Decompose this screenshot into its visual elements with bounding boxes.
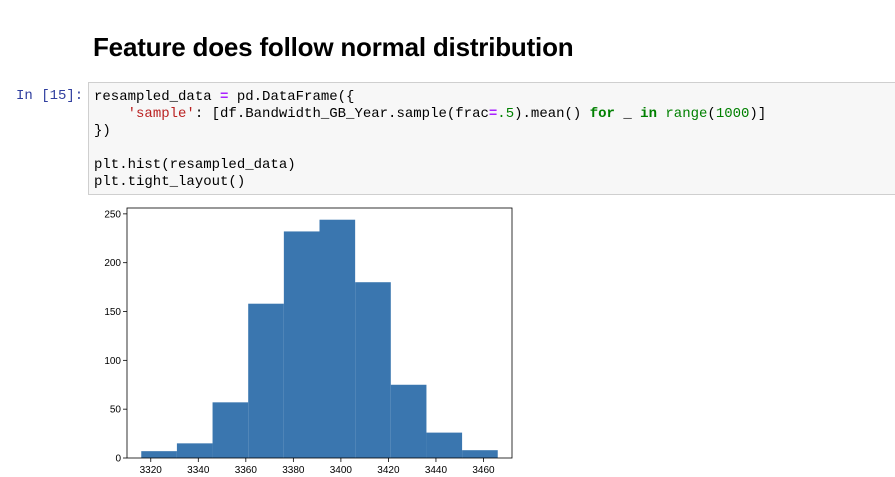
x-tick-label: 3420	[377, 465, 400, 476]
x-tick-label: 3400	[330, 465, 353, 476]
y-tick-label: 150	[104, 307, 121, 318]
y-tick-label: 0	[115, 454, 121, 465]
code-token: resampled_data	[94, 89, 221, 105]
code-token: _	[614, 106, 641, 122]
code-line	[94, 140, 766, 157]
histogram-chart: 3320 3340 3360 3380 3400 3420 3440 3460 0 50 100 15…	[104, 207, 513, 476]
code-line: plt.hist(resampled_data)	[94, 157, 766, 174]
code-line: })	[94, 123, 766, 140]
histogram-bar	[141, 451, 177, 458]
code-token: plt.tight_layout()	[94, 174, 246, 190]
code-token: (	[707, 106, 716, 122]
code-token	[94, 106, 128, 122]
code-token: range	[665, 106, 708, 122]
code-token: )]	[749, 106, 767, 122]
section-heading: Feature does follow normal distribution	[93, 32, 574, 62]
y-tick-label: 100	[104, 356, 121, 367]
histogram-bar	[283, 231, 320, 458]
histogram-bar	[319, 219, 356, 458]
x-tick-label: 3340	[187, 465, 210, 476]
cell-prompt: In [15]:	[16, 88, 84, 104]
code-token: =	[488, 106, 498, 122]
code-token: .5	[497, 106, 515, 122]
y-tick-label: 50	[110, 405, 122, 416]
code-token: for	[589, 106, 615, 122]
plot-frame	[126, 207, 513, 459]
x-tick-label: 3460	[472, 465, 495, 476]
histogram-bar	[176, 443, 213, 458]
code-token: in	[640, 106, 657, 122]
x-tick-label: 3440	[425, 465, 448, 476]
x-tick-label: 3380	[282, 465, 305, 476]
code-cell[interactable]: resampled_data = pd.DataFrame({ 'sample'…	[88, 82, 895, 195]
code-line: 'sample': [df.Bandwidth_GB_Year.sample(f…	[94, 106, 767, 123]
y-tick-label: 250	[104, 209, 121, 220]
x-tick-label: 3360	[235, 465, 258, 476]
code-token: })	[94, 123, 111, 139]
histogram-bar	[248, 303, 284, 458]
code-editor[interactable]: resampled_data = pd.DataFrame({ 'sample'…	[94, 89, 766, 191]
histogram-bar	[462, 450, 498, 458]
histogram-bar	[355, 282, 391, 458]
code-token: pd.DataFrame({	[228, 89, 355, 105]
code-token: : [df.Bandwidth_GB_Year.sample(frac	[194, 106, 489, 122]
x-tick-label: 3320	[140, 465, 163, 476]
code-token: plt.hist(resampled_data)	[94, 157, 296, 173]
histogram-bar	[390, 384, 427, 458]
code-line: resampled_data = pd.DataFrame({	[94, 89, 766, 106]
code-token: ).mean()	[514, 106, 590, 122]
histogram-bar	[426, 432, 463, 458]
y-tick-label: 200	[104, 258, 121, 269]
code-token: 'sample'	[127, 106, 195, 122]
code-token: =	[220, 89, 229, 105]
code-line: plt.tight_layout()	[94, 174, 766, 191]
histogram-bar	[212, 402, 249, 458]
code-token: 1000	[715, 106, 750, 122]
